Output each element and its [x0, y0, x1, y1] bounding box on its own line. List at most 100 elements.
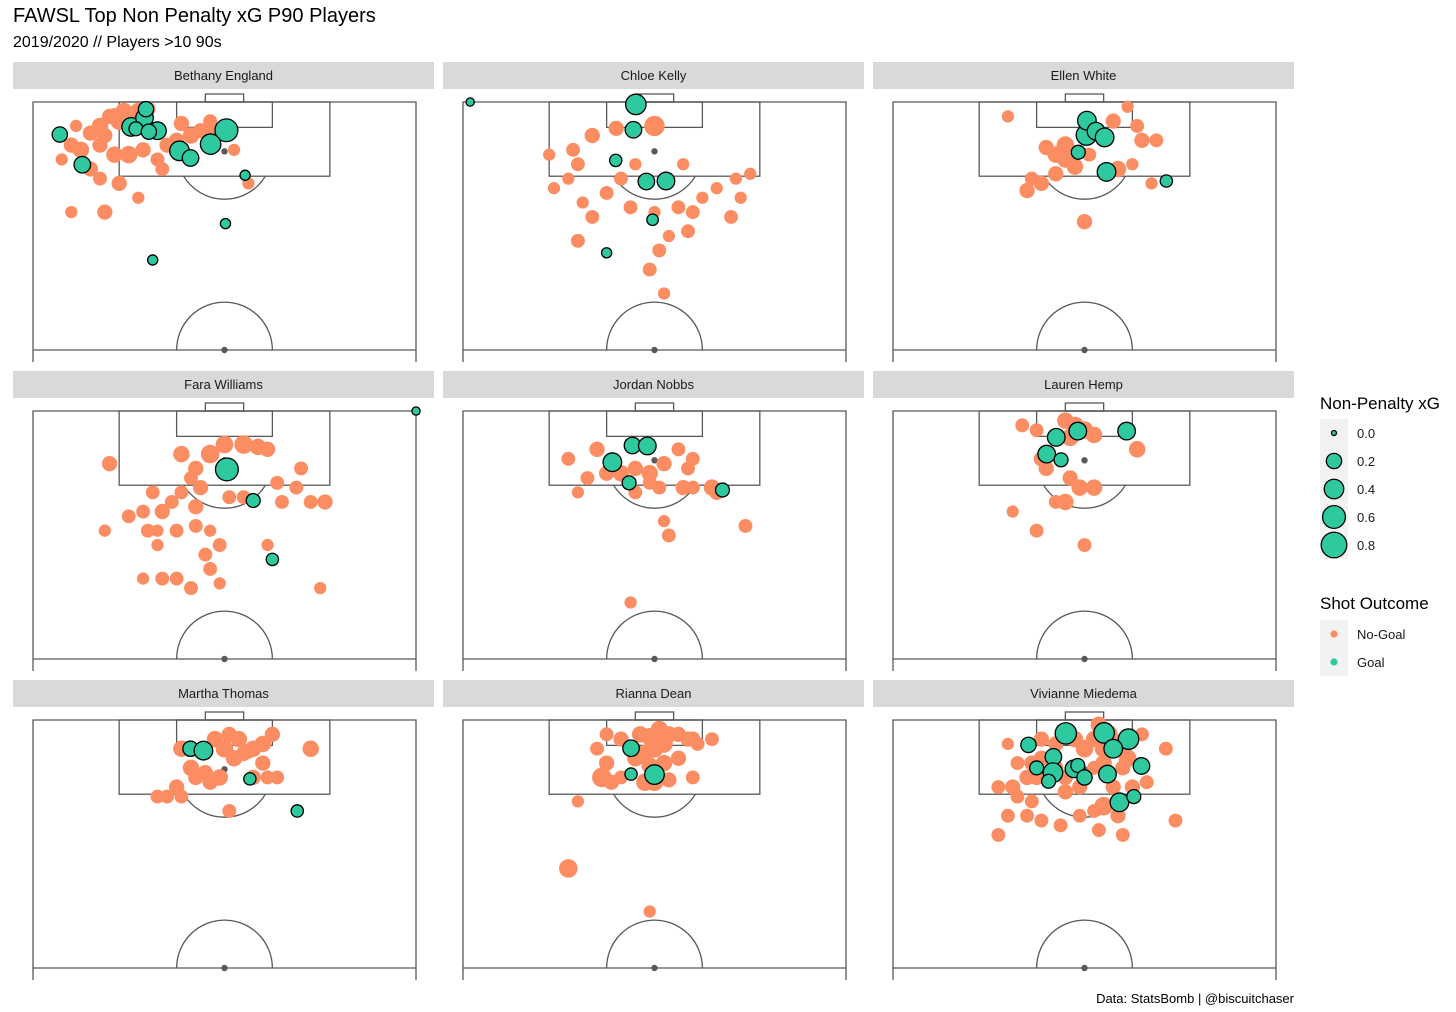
goal-shot-point [624, 120, 643, 139]
no-goal-shot-point [101, 456, 118, 472]
goal [204, 402, 245, 412]
no-goal-shot-point [1057, 784, 1073, 800]
goal-shot-point [1037, 444, 1057, 464]
goal-shot-point [1053, 452, 1069, 468]
no-goal-shot-point [200, 444, 220, 464]
size-legend-label: 0.8 [1357, 538, 1375, 553]
no-goal-shot-point [566, 142, 581, 157]
goal-shot-point [1093, 722, 1115, 744]
no-goal-shot-point [213, 577, 226, 590]
goal-shot-point [1126, 788, 1142, 805]
six-yard-box [605, 410, 704, 438]
goal-shot-point [622, 739, 640, 758]
no-goal-shot-point [1038, 139, 1054, 156]
no-goal-shot-point [55, 153, 68, 166]
goal-shot-point [637, 436, 657, 456]
goal-shot-point [245, 492, 261, 509]
facet-panel: Vivianne Miedema [873, 680, 1294, 980]
center-spot [1081, 346, 1088, 354]
no-goal-shot-point [1066, 158, 1084, 175]
goal [204, 711, 245, 721]
no-goal-shot-point [1029, 423, 1044, 438]
facet-label: Ellen White [1051, 68, 1117, 83]
goal-shot-point [1070, 144, 1086, 160]
no-goal-shot-point [1015, 418, 1030, 433]
no-goal-shot-point [119, 145, 138, 164]
no-goal-shot-point [106, 146, 123, 163]
no-goal-shot-point [182, 759, 200, 777]
no-goal-shot-point [685, 451, 700, 466]
no-goal-shot-point [270, 475, 285, 490]
no-goal-shot-point [222, 804, 237, 818]
goal-shot-point [73, 155, 92, 174]
no-goal-shot-point [150, 789, 165, 804]
no-goal-shot-point [547, 182, 561, 195]
color-legend-key [1330, 658, 1338, 666]
no-goal-shot-point [97, 127, 113, 144]
no-goal-shot-point [197, 765, 213, 781]
facet-panel: Bethany England [13, 62, 434, 362]
size-legend-key [1323, 478, 1345, 500]
facet-label: Bethany England [174, 68, 273, 83]
goal-shot-point [714, 482, 731, 498]
no-goal-shot-point [264, 726, 281, 743]
goal-shot-point [465, 97, 475, 107]
no-goal-shot-point [154, 503, 170, 520]
no-goal-shot-point [1118, 749, 1137, 768]
no-goal-shot-point [203, 562, 218, 576]
center-circle [605, 301, 704, 350]
facet-strip [873, 680, 1294, 707]
no-goal-shot-point [627, 460, 643, 477]
facet-label: Fara Williams [184, 377, 263, 392]
goal-shot-point [193, 740, 214, 761]
no-goal-shot-point [571, 795, 585, 808]
no-goal-shot-point [570, 233, 585, 248]
no-goal-shot-point [685, 731, 701, 747]
no-goal-shot-point [704, 732, 719, 747]
pitch-outline [32, 719, 417, 980]
no-goal-shot-point [72, 141, 90, 159]
goal-shot-point [1132, 757, 1151, 775]
no-goal-shot-point [212, 538, 227, 553]
penalty-spot [651, 457, 658, 464]
no-goal-shot-point [111, 175, 127, 192]
no-goal-shot-point [724, 209, 739, 224]
facet-panel: Chloe Kelly [443, 62, 864, 362]
no-goal-shot-point [314, 582, 327, 595]
center-circle [1035, 919, 1134, 968]
goal-shot-point [137, 100, 155, 118]
no-goal-shot-point [1145, 177, 1158, 190]
center-spot [1081, 964, 1088, 972]
color-legend-title: Shot Outcome [1320, 594, 1429, 613]
no-goal-shot-point [1000, 808, 1015, 823]
goal-shot-point [646, 213, 659, 227]
penalty-arc [613, 793, 696, 818]
no-goal-shot-point [559, 859, 578, 878]
penalty-spot [221, 148, 228, 155]
no-goal-shot-point [1033, 731, 1050, 747]
color-legend-label: No-Goal [1357, 627, 1406, 642]
facet-label: Martha Thomas [178, 686, 269, 701]
no-goal-shot-point [215, 435, 234, 454]
penalty-arc [613, 175, 696, 200]
chart-caption: Data: StatsBomb | @biscuitchaser [1096, 991, 1294, 1006]
no-goal-shot-point [677, 158, 690, 171]
no-goal-shot-point [1094, 796, 1113, 816]
goal-shot-point [146, 254, 159, 266]
goal-shot-point [1117, 728, 1140, 751]
goal-shot-point [1068, 421, 1088, 441]
goal [1064, 711, 1105, 721]
no-goal-shot-point [135, 142, 151, 158]
no-goal-shot-point [97, 204, 113, 220]
no-goal-shot-point [173, 445, 190, 463]
no-goal-shot-point [671, 442, 686, 457]
no-goal-shot-point [1091, 823, 1106, 838]
goal-shot-point [1098, 764, 1117, 784]
no-goal-shot-point [198, 547, 213, 562]
no-goal-shot-point [160, 789, 175, 804]
no-goal-shot-point [624, 596, 637, 609]
no-goal-shot-point [652, 243, 667, 258]
size-legend-label: 0.6 [1357, 510, 1375, 525]
no-goal-shot-point [69, 119, 83, 133]
pitch-outline [462, 101, 847, 362]
